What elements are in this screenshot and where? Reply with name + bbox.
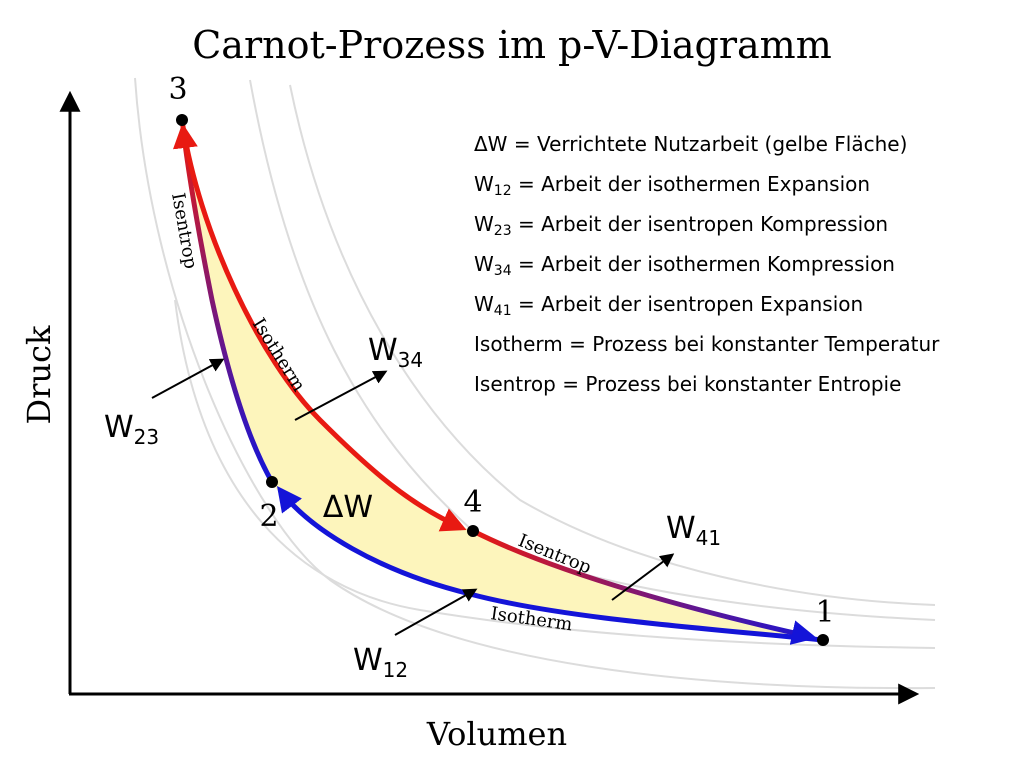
legend-row-isotherm: Isotherm = Prozess bei konstanter Temper… — [474, 328, 939, 368]
legend-row-w34: W34 = Arbeit der isothermen Kompression — [474, 252, 895, 279]
point-3-dot — [176, 114, 188, 126]
diagram-title: Carnot-Prozess im p-V-Diagramm — [192, 23, 832, 67]
legend-row-w23: W23 = Arbeit der isentropen Kompression — [474, 212, 889, 239]
legend-row-w12: W12 = Arbeit der isothermen Expansion — [474, 172, 871, 199]
legend-text: = Prozess bei konstanter Entropie — [555, 372, 902, 396]
legend-text: = Arbeit der isothermen Expansion — [511, 172, 871, 196]
w23-label: W23 — [104, 410, 159, 449]
isotherm-bottom-curve — [276, 486, 824, 643]
legend-row-isentrop: Isentrop = Prozess bei konstanter Entrop… — [474, 368, 939, 408]
point-1-dot — [817, 634, 829, 646]
legend-symbol: Isentrop — [474, 372, 556, 396]
w34-label: W34 — [368, 333, 423, 372]
legend-text: = Arbeit der isentropen Expansion — [511, 292, 864, 316]
point-4-label: 4 — [463, 485, 482, 520]
legend-row-w41: W41 = Arbeit der isentropen Expansion — [474, 292, 864, 319]
legend-symbol: W — [474, 212, 494, 236]
point-2-dot — [266, 476, 278, 488]
x-axis-label: Volumen — [426, 715, 567, 753]
legend-symbol: W — [474, 292, 494, 316]
guide-isentrop-outer — [134, 77, 936, 690]
w12-arrow — [394, 588, 478, 636]
guide-isentrop-inner — [289, 84, 936, 606]
legend-text: = Arbeit der isothermen Kompression — [511, 252, 895, 276]
isentrop-right-curve — [471, 528, 817, 645]
legend-symbol: W — [474, 172, 494, 196]
y-axis-label: Druck — [20, 325, 58, 424]
w23-arrow — [151, 358, 225, 399]
legend: ΔW = Verrichtete Nutzarbeit (gelbe Fläch… — [474, 128, 939, 408]
w41-label: W41 — [666, 511, 721, 550]
work-arrows — [151, 358, 675, 636]
legend-symbol: ΔW — [474, 132, 508, 156]
isotherm-top-curve — [179, 119, 467, 532]
legend-symbol: W — [474, 252, 494, 276]
isentrop-left-curve — [172, 123, 275, 484]
point-3-label: 3 — [168, 72, 187, 107]
delta-w-label: ΔW — [323, 490, 373, 525]
w34-arrow — [294, 370, 388, 421]
point-4-dot — [467, 525, 479, 537]
point-1-label: 1 — [815, 595, 834, 630]
legend-symbol: Isotherm — [474, 332, 563, 356]
w41-arrow — [611, 553, 675, 601]
work-area — [182, 120, 823, 640]
point-2-label: 2 — [259, 499, 278, 534]
legend-text: = Arbeit der isentropen Kompression — [511, 212, 889, 236]
legend-text: = Verrichtete Nutzarbeit (gelbe Fläche) — [507, 132, 908, 156]
legend-text: = Prozess bei konstanter Temperatur — [562, 332, 940, 356]
w12-label: W12 — [353, 643, 408, 682]
legend-row-dw: ΔW = Verrichtete Nutzarbeit (gelbe Fläch… — [474, 128, 939, 168]
